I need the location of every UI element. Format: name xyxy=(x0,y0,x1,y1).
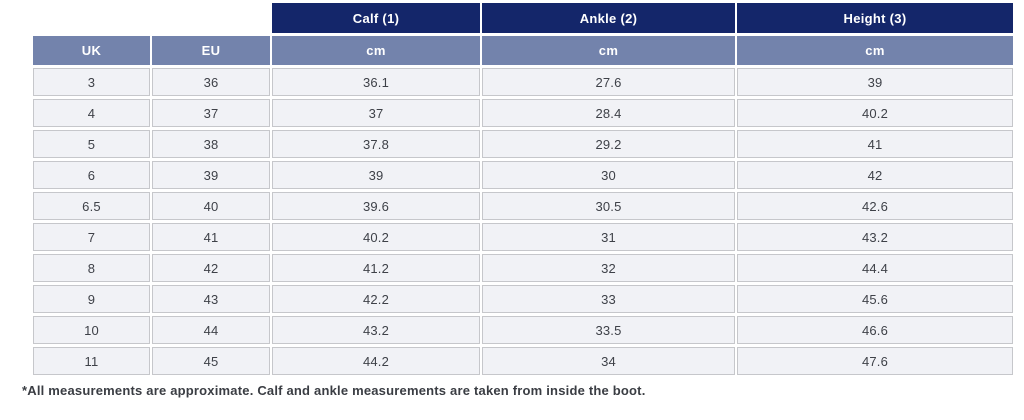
cell-calf: 43.2 xyxy=(272,316,480,344)
cell-calf: 37 xyxy=(272,99,480,127)
table-row: 10 44 43.2 33.5 46.6 xyxy=(33,316,1013,344)
cell-ankle: 33 xyxy=(482,285,735,313)
spacer-cell xyxy=(152,3,270,33)
cell-uk: 10 xyxy=(33,316,150,344)
column-header-ankle-unit: cm xyxy=(482,36,735,65)
cell-uk: 4 xyxy=(33,99,150,127)
cell-eu: 43 xyxy=(152,285,270,313)
cell-uk: 9 xyxy=(33,285,150,313)
table-row: 8 42 41.2 32 44.4 xyxy=(33,254,1013,282)
cell-height: 42.6 xyxy=(737,192,1013,220)
cell-height: 39 xyxy=(737,68,1013,96)
cell-calf: 41.2 xyxy=(272,254,480,282)
cell-eu: 44 xyxy=(152,316,270,344)
cell-eu: 37 xyxy=(152,99,270,127)
column-header-eu: EU xyxy=(152,36,270,65)
cell-ankle: 31 xyxy=(482,223,735,251)
cell-ankle: 32 xyxy=(482,254,735,282)
cell-calf: 37.8 xyxy=(272,130,480,158)
column-header-calf-unit: cm xyxy=(272,36,480,65)
group-header-calf: Calf (1) xyxy=(272,3,480,33)
cell-ankle: 28.4 xyxy=(482,99,735,127)
cell-height: 41 xyxy=(737,130,1013,158)
table-row: 11 45 44.2 34 47.6 xyxy=(33,347,1013,375)
cell-ankle: 33.5 xyxy=(482,316,735,344)
table-row: 6 39 39 30 42 xyxy=(33,161,1013,189)
cell-calf: 40.2 xyxy=(272,223,480,251)
cell-eu: 40 xyxy=(152,192,270,220)
cell-eu: 42 xyxy=(152,254,270,282)
cell-height: 46.6 xyxy=(737,316,1013,344)
cell-eu: 36 xyxy=(152,68,270,96)
cell-height: 44.4 xyxy=(737,254,1013,282)
cell-calf: 36.1 xyxy=(272,68,480,96)
table-row: 4 37 37 28.4 40.2 xyxy=(33,99,1013,127)
cell-ankle: 34 xyxy=(482,347,735,375)
group-header-height: Height (3) xyxy=(737,3,1013,33)
cell-height: 40.2 xyxy=(737,99,1013,127)
cell-uk: 7 xyxy=(33,223,150,251)
cell-uk: 6 xyxy=(33,161,150,189)
column-header-row: UK EU cm cm cm xyxy=(33,36,1013,65)
cell-height: 45.6 xyxy=(737,285,1013,313)
cell-height: 42 xyxy=(737,161,1013,189)
cell-eu: 41 xyxy=(152,223,270,251)
column-header-uk: UK xyxy=(33,36,150,65)
cell-height: 47.6 xyxy=(737,347,1013,375)
table-row: 9 43 42.2 33 45.6 xyxy=(33,285,1013,313)
group-header-row: Calf (1) Ankle (2) Height (3) xyxy=(33,3,1013,33)
cell-calf: 42.2 xyxy=(272,285,480,313)
cell-height: 43.2 xyxy=(737,223,1013,251)
cell-uk: 6.5 xyxy=(33,192,150,220)
table-row: 7 41 40.2 31 43.2 xyxy=(33,223,1013,251)
cell-ankle: 27.6 xyxy=(482,68,735,96)
cell-uk: 11 xyxy=(33,347,150,375)
cell-eu: 38 xyxy=(152,130,270,158)
cell-uk: 3 xyxy=(33,68,150,96)
size-table: Calf (1) Ankle (2) Height (3) UK EU cm c… xyxy=(31,0,1015,378)
footnote: *All measurements are approximate. Calf … xyxy=(22,383,646,398)
cell-calf: 44.2 xyxy=(272,347,480,375)
spacer-cell xyxy=(33,3,150,33)
cell-eu: 39 xyxy=(152,161,270,189)
column-header-height-unit: cm xyxy=(737,36,1013,65)
cell-ankle: 29.2 xyxy=(482,130,735,158)
group-header-ankle: Ankle (2) xyxy=(482,3,735,33)
cell-eu: 45 xyxy=(152,347,270,375)
cell-uk: 5 xyxy=(33,130,150,158)
cell-ankle: 30.5 xyxy=(482,192,735,220)
table-row: 5 38 37.8 29.2 41 xyxy=(33,130,1013,158)
cell-calf: 39.6 xyxy=(272,192,480,220)
cell-calf: 39 xyxy=(272,161,480,189)
cell-ankle: 30 xyxy=(482,161,735,189)
table-row: 6.5 40 39.6 30.5 42.6 xyxy=(33,192,1013,220)
cell-uk: 8 xyxy=(33,254,150,282)
table-row: 3 36 36.1 27.6 39 xyxy=(33,68,1013,96)
